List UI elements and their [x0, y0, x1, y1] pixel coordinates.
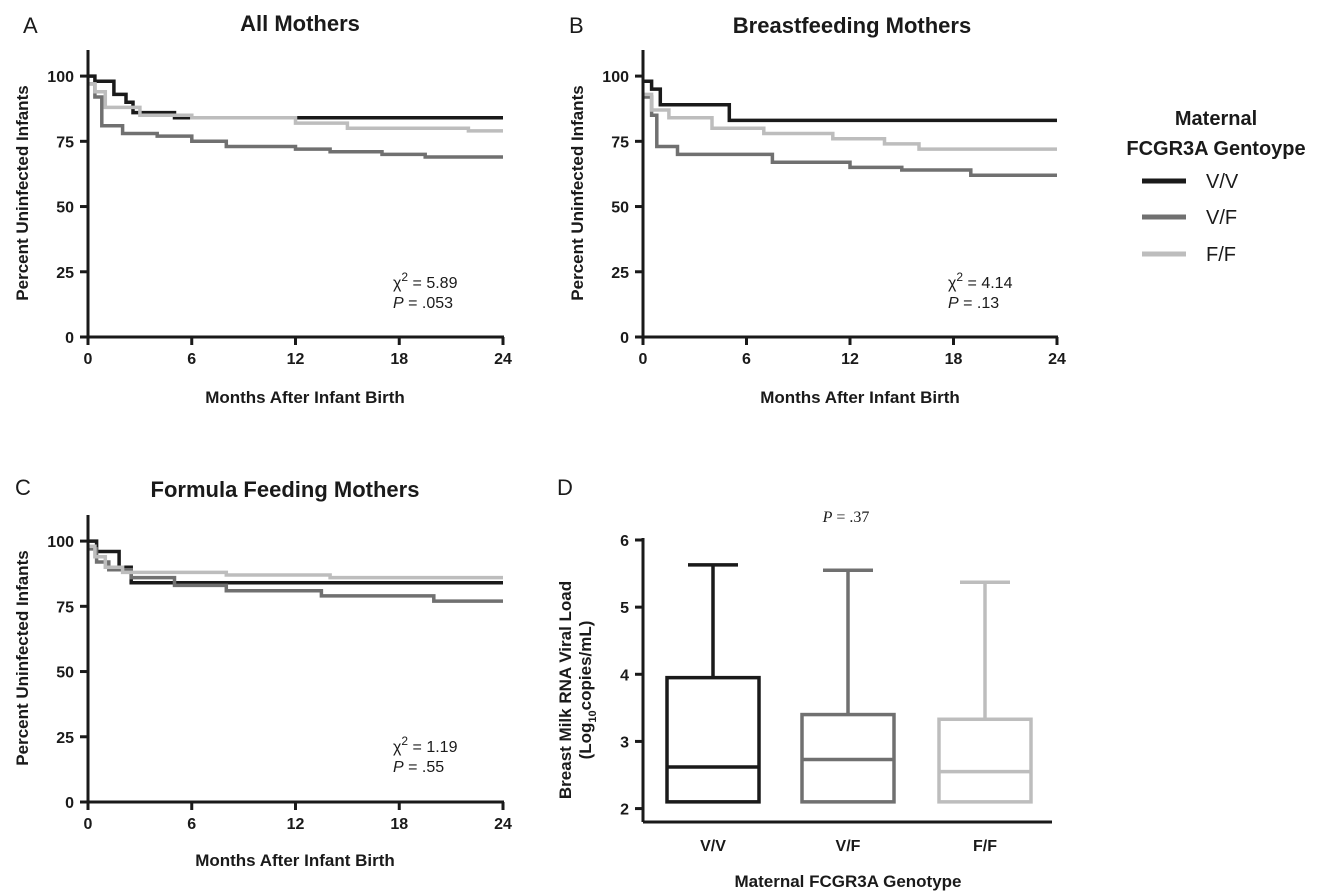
panel-c-p-value: P = .55	[393, 759, 444, 776]
panel-d-box-plot: P = .37 V/V V/F F/F 2 3 4 5 6 Maternal FCGR3A Gen…	[556, 509, 1052, 891]
panel-c-survival-chart: Formula Feeding Mothers 0 6 12 18 24 0 25 50 75 10…	[13, 477, 512, 870]
panel-a-y-tick-label: 0	[65, 330, 74, 347]
panel-d-y-tick-label: 2	[620, 802, 629, 819]
box-ff-iqr	[937, 717, 1033, 804]
panel-b-x-tick-label: 12	[841, 351, 859, 368]
panel-b-y-tick-label: 25	[611, 265, 629, 282]
panel-a-x-tick-label: 24	[494, 351, 512, 368]
panel-a-x-axis-title: Months After Infant Birth	[205, 388, 405, 407]
panel-a-x-tick-label: 6	[187, 351, 196, 368]
panel-b-x-tick-label: 18	[945, 351, 963, 368]
panel-c-x-axis-title: Months After Infant Birth	[195, 851, 395, 870]
panel-letter-d: D	[557, 475, 573, 500]
panel-a-series-ff	[88, 82, 503, 133]
panel-c-series-vv	[88, 539, 503, 585]
panel-b-chi-square: χ2 = 4.14	[948, 270, 1013, 292]
panel-a-series-vv	[88, 74, 503, 120]
box-vf-category-label: V/F	[836, 838, 861, 855]
panel-b-x-tick-label: 24	[1048, 351, 1066, 368]
panel-b-y-tick-label: 75	[611, 134, 629, 151]
legend-label-vv: V/V	[1206, 171, 1239, 193]
panel-b-series-ff	[643, 92, 1057, 151]
panel-a-series-vf	[88, 82, 503, 159]
panel-b-title: Breastfeeding Mothers	[733, 13, 971, 38]
panel-a-x-tick-label: 0	[84, 351, 93, 368]
panel-b-y-tick-label: 100	[602, 69, 629, 86]
panel-c-x-tick-label: 18	[390, 816, 408, 833]
panel-b-x-tick-label: 0	[639, 351, 648, 368]
panel-c-y-axis-title: Percent Uninfected Infants	[13, 550, 32, 765]
panel-c-x-tick-label: 12	[287, 816, 305, 833]
panel-b-x-axis-title: Months After Infant Birth	[760, 388, 960, 407]
legend: Maternal FCGR3A Gentoype V/V V/F F/F	[1126, 108, 1305, 266]
panel-d-y-tick-label: 6	[620, 533, 629, 550]
panel-d-y-axis-title-line1: Breast Milk RNA Viral Load	[556, 581, 575, 799]
panel-a-y-axis-title: Percent Uninfected Infants	[13, 85, 32, 300]
panel-c-y-tick-label: 0	[65, 795, 74, 812]
panel-c-y-tick-label: 75	[56, 599, 74, 616]
panel-c-series-ff	[88, 544, 503, 580]
panel-a-survival-chart: All Mothers 0 6 12 18 24 0 25 50 75 100 Months Afte…	[13, 11, 512, 407]
panel-b-series-vv	[643, 79, 1057, 123]
panel-c-y-tick-label: 50	[56, 665, 74, 682]
panel-c-chi-square: χ2 = 1.19	[393, 734, 458, 756]
panel-b-y-tick-label: 0	[620, 330, 629, 347]
legend-title-line1: Maternal	[1175, 108, 1257, 130]
panel-a-title: All Mothers	[240, 11, 360, 36]
panel-a-x-tick-label: 12	[287, 351, 305, 368]
box-ff-category-label: F/F	[973, 838, 997, 855]
panel-d-p-value: P = .37	[822, 509, 870, 526]
panel-c-series-vf	[88, 547, 503, 603]
panel-b-y-axis-title: Percent Uninfected Infants	[568, 85, 587, 300]
panel-a-y-tick-label: 100	[47, 69, 74, 86]
panel-a-y-tick-label: 75	[56, 134, 74, 151]
panel-c-x-tick-label: 24	[494, 816, 512, 833]
panel-d-y-tick-label: 4	[620, 667, 629, 684]
legend-title-line2: FCGR3A Gentoype	[1126, 138, 1305, 160]
panel-a-chi-square: χ2 = 5.89	[393, 270, 458, 292]
panel-a-p-value: P = .053	[393, 295, 453, 312]
panel-c-y-tick-label: 25	[56, 730, 74, 747]
panel-d-y-axis-title-line2: (Log10copies/mL)	[576, 621, 599, 760]
panel-a-y-tick-label: 50	[56, 200, 74, 217]
box-vv-category-label: V/V	[700, 838, 726, 855]
panel-b-y-tick-label: 50	[611, 200, 629, 217]
panel-b-series-vf	[643, 95, 1057, 177]
panel-b-x-tick-label: 6	[742, 351, 751, 368]
panel-letter-a: A	[23, 13, 38, 38]
panel-b-survival-chart: Breastfeeding Mothers 0 6 12 18 24 0 25 50 75 100 M…	[568, 13, 1066, 407]
legend-label-vf: V/F	[1206, 207, 1237, 229]
panel-c-title: Formula Feeding Mothers	[151, 477, 420, 502]
panel-d-y-tick-label: 3	[620, 734, 629, 751]
legend-label-ff: F/F	[1206, 244, 1236, 266]
panel-c-x-tick-label: 0	[84, 816, 93, 833]
panel-d-y-tick-label: 5	[620, 600, 629, 617]
box-vv-iqr	[665, 675, 761, 804]
panel-b-p-value: P = .13	[948, 295, 999, 312]
panel-letter-c: C	[15, 475, 31, 500]
panel-c-y-tick-label: 100	[47, 534, 74, 551]
panel-a-y-tick-label: 25	[56, 265, 74, 282]
panel-d-x-axis-title: Maternal FCGR3A Genotype	[734, 872, 961, 891]
panel-c-x-tick-label: 6	[187, 816, 196, 833]
panel-letter-b: B	[569, 13, 584, 38]
panel-a-x-tick-label: 18	[390, 351, 408, 368]
